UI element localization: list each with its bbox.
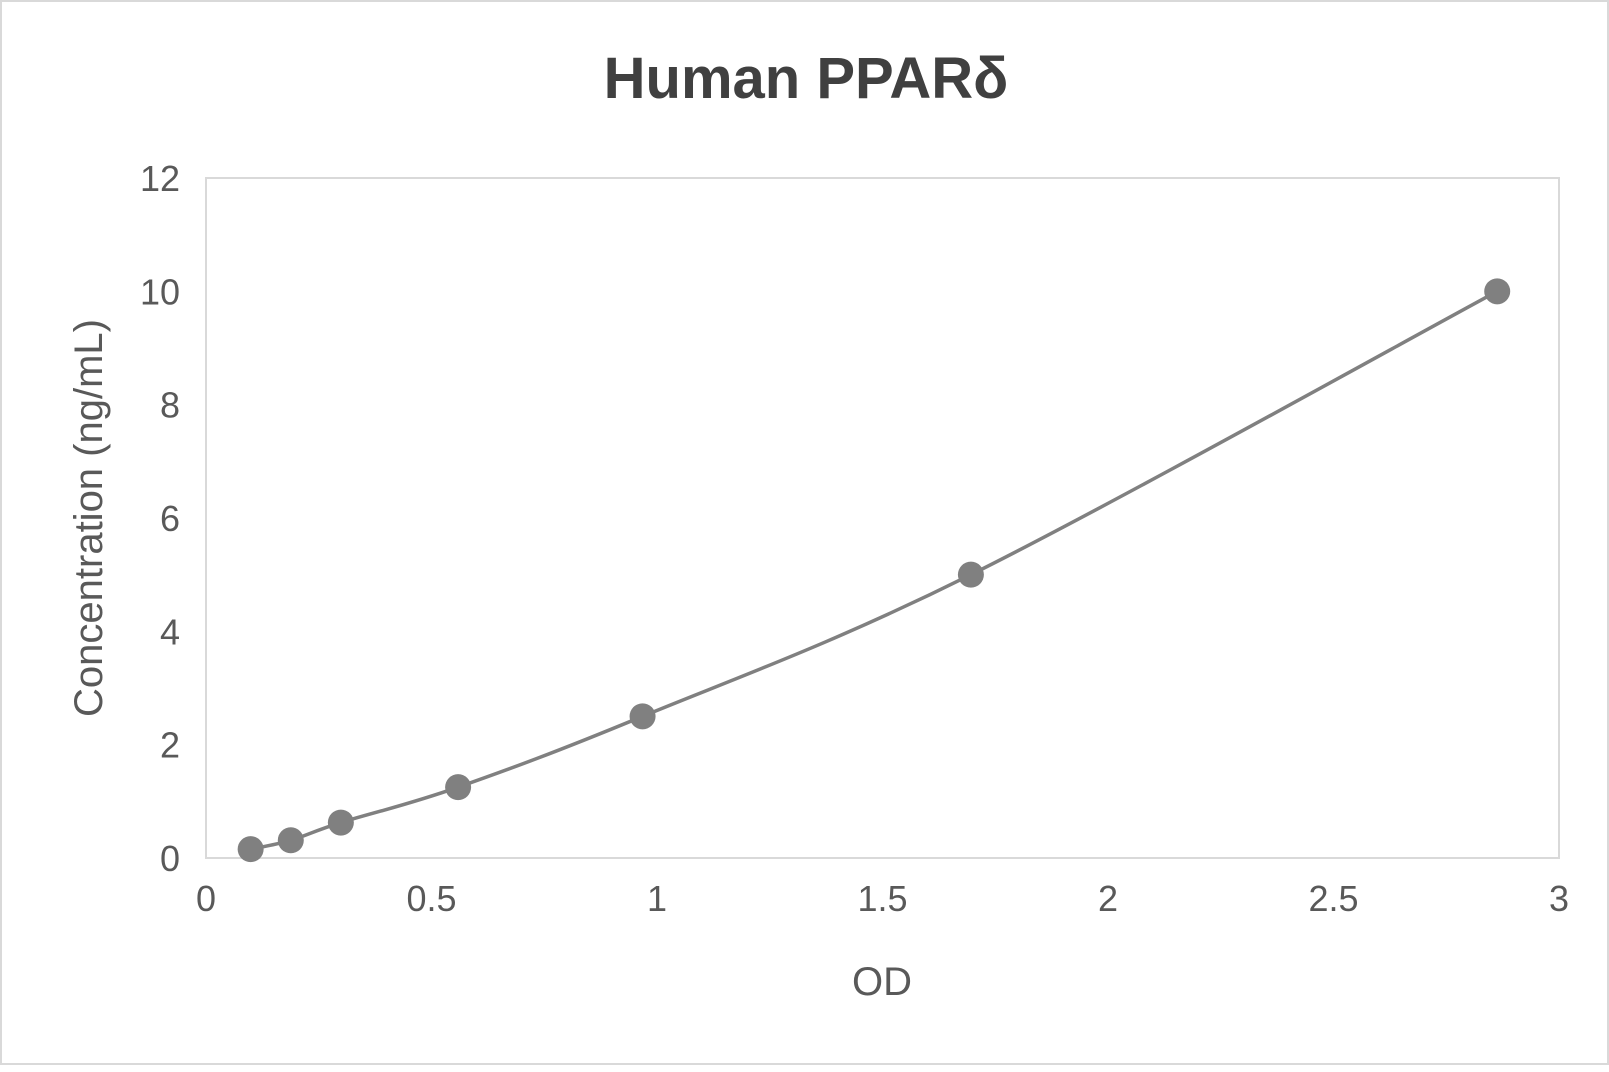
x-tick-label: 2: [1098, 878, 1118, 919]
x-tick-label: 1.5: [857, 878, 907, 919]
data-point: [277, 827, 304, 854]
x-axis-tick-labels: 0 0.5 1 1.5 2 2.5 3: [196, 878, 1569, 919]
y-tick-label: 2: [160, 725, 180, 766]
data-point: [237, 836, 264, 863]
y-tick-label: 10: [140, 271, 180, 312]
data-point: [629, 703, 656, 730]
data-point: [1484, 278, 1511, 305]
x-axis-title: OD: [852, 960, 912, 1004]
y-tick-label: 12: [140, 158, 180, 199]
y-tick-label: 6: [160, 498, 180, 539]
series-smoothed-line: [250, 289, 1499, 851]
data-point: [445, 774, 472, 801]
y-axis-title: Concentration (ng/mL): [67, 319, 111, 717]
y-axis-tick-labels: 0 2 4 6 8 10 12: [140, 158, 180, 879]
y-tick-label: 8: [160, 385, 180, 426]
data-point: [957, 561, 984, 588]
chart-title: Human PPARδ: [604, 46, 1009, 111]
x-tick-label: 0.5: [406, 878, 456, 919]
y-tick-label: 4: [160, 611, 180, 652]
x-tick-label: 0: [196, 878, 216, 919]
x-tick-label: 1: [647, 878, 667, 919]
x-tick-label: 2.5: [1308, 878, 1358, 919]
plot-area-border: [205, 177, 1560, 859]
y-tick-label: 0: [160, 838, 180, 879]
data-point: [327, 809, 354, 836]
x-tick-label: 3: [1549, 878, 1569, 919]
series-markers: [237, 278, 1511, 863]
